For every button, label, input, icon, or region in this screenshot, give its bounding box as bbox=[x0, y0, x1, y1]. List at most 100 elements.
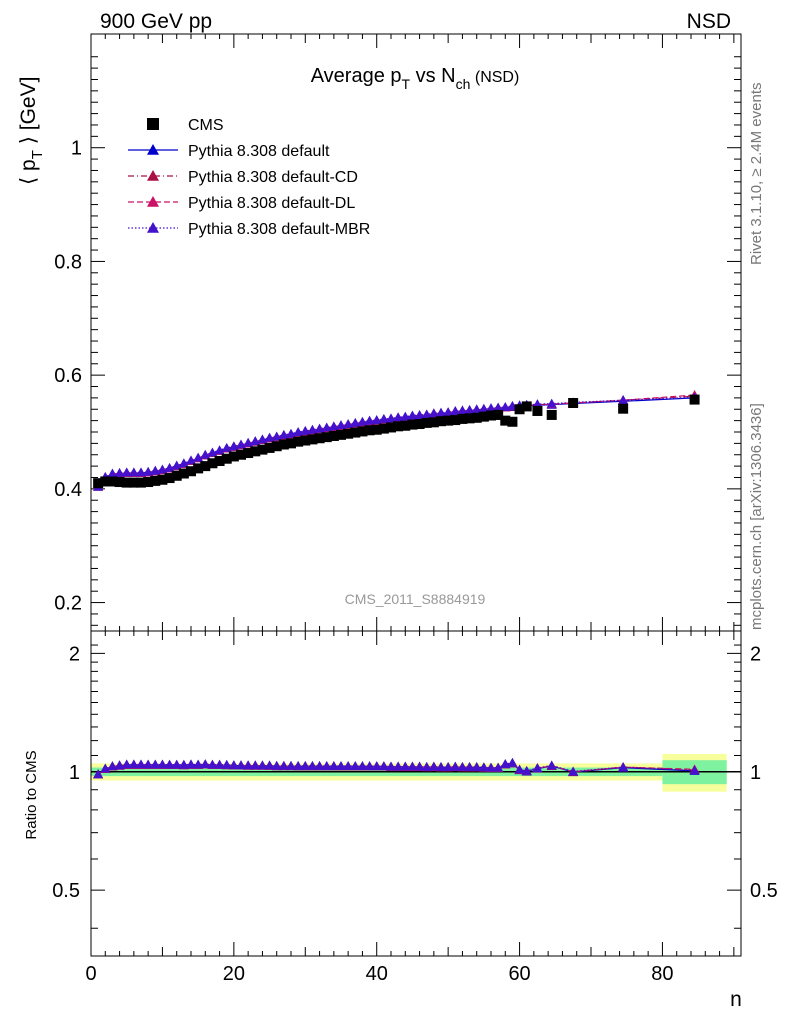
cms-data-point bbox=[278, 439, 289, 450]
ratio-marker bbox=[421, 761, 432, 771]
cms-data-point bbox=[464, 413, 475, 424]
cms-data-point bbox=[689, 394, 700, 405]
cms-data-point bbox=[178, 468, 189, 479]
ratio-marker bbox=[243, 760, 254, 770]
cms-data-point bbox=[107, 476, 118, 487]
ratio-marker bbox=[178, 759, 189, 769]
series-marker bbox=[178, 458, 189, 468]
y-tick-label: 1 bbox=[71, 138, 82, 160]
ratio-marker bbox=[200, 759, 211, 769]
series-marker bbox=[171, 460, 182, 470]
cms-data-point bbox=[450, 415, 461, 426]
ratio-marker bbox=[450, 761, 461, 771]
series-marker bbox=[364, 415, 375, 425]
ratio-marker bbox=[171, 759, 182, 769]
cms-data-point bbox=[568, 398, 579, 409]
cms-data-point bbox=[421, 417, 432, 428]
cms-data-point bbox=[228, 451, 239, 462]
series-marker bbox=[386, 413, 396, 423]
ratio-marker bbox=[150, 759, 161, 769]
ratio-marker bbox=[500, 759, 511, 769]
ratio-marker bbox=[336, 760, 346, 770]
series-marker bbox=[407, 410, 418, 420]
series-marker bbox=[378, 413, 389, 423]
cms-data-point bbox=[143, 477, 154, 488]
series-marker bbox=[128, 467, 139, 477]
series-marker bbox=[464, 404, 475, 414]
ratio-marker bbox=[271, 760, 282, 770]
y-axis-label: ⟨ pT ⟩ [GeV] bbox=[17, 77, 46, 185]
main-panel: Average pT vs Nch (NSD) ⟨ pT ⟩ [GeV] CMS… bbox=[17, 33, 742, 956]
ratio-marker bbox=[193, 759, 204, 769]
series-marker bbox=[357, 416, 368, 426]
cms-data-point bbox=[136, 477, 146, 488]
cms-data-point bbox=[343, 428, 354, 439]
ratio-marker bbox=[300, 760, 311, 770]
ratio-marker bbox=[568, 766, 579, 776]
ratio-marker bbox=[386, 761, 396, 771]
legend-marker bbox=[147, 118, 159, 130]
ratio-marker bbox=[350, 761, 361, 771]
cms-data-point bbox=[457, 413, 468, 424]
ratio-marker bbox=[214, 759, 225, 769]
ratio-marker bbox=[207, 759, 218, 769]
main-tick-labels: 0.2 0.4 0.6 0.8 1 bbox=[54, 138, 82, 615]
legend-entry: Pythia 8.308 default-DL bbox=[128, 195, 355, 212]
cms-data-point bbox=[371, 424, 382, 435]
ratio-marker bbox=[493, 762, 504, 772]
cms-data-point bbox=[214, 455, 225, 466]
cms-data-point bbox=[100, 476, 111, 487]
ratio-marker bbox=[507, 757, 518, 767]
cms-data-point bbox=[443, 415, 454, 426]
ratio-axis-ticks bbox=[91, 644, 741, 929]
legend-label: Pythia 8.308 default-CD bbox=[188, 169, 358, 186]
ratio-marker bbox=[414, 761, 425, 771]
series-marker bbox=[414, 409, 425, 419]
legend-label: Pythia 8.308 default bbox=[188, 143, 330, 160]
ratio-pythia-8-308-default-mbr bbox=[93, 757, 700, 779]
ratio-marker bbox=[143, 759, 154, 769]
legend-label: Pythia 8.308 default-MBR bbox=[188, 221, 370, 238]
cms-data-point bbox=[307, 434, 318, 445]
series-marker bbox=[457, 405, 468, 415]
cms-data-point bbox=[271, 441, 282, 452]
x-tick-label: 40 bbox=[366, 963, 388, 985]
ratio-marker bbox=[400, 761, 411, 771]
ratio-marker bbox=[257, 760, 268, 770]
cms-data-point bbox=[328, 430, 339, 441]
cms-data-point bbox=[336, 429, 346, 440]
series-marker bbox=[471, 404, 482, 414]
series-marker bbox=[207, 447, 218, 457]
series-marker bbox=[121, 467, 132, 477]
series-marker bbox=[328, 421, 339, 431]
cms-data-point bbox=[350, 427, 361, 438]
ratio-marker bbox=[478, 762, 489, 772]
cms-data-point bbox=[486, 410, 496, 421]
cms-data-point bbox=[471, 412, 482, 423]
x-axis-label: n bbox=[730, 988, 742, 1011]
series-marker bbox=[321, 422, 332, 432]
ratio-marker bbox=[314, 760, 325, 770]
series-cms bbox=[93, 394, 700, 489]
cms-data-point bbox=[128, 477, 139, 488]
cms-data-point bbox=[400, 420, 411, 431]
ratio-marker bbox=[521, 765, 532, 775]
ratio-marker bbox=[364, 761, 375, 771]
cms-data-point bbox=[114, 477, 125, 488]
cms-data-point bbox=[507, 416, 518, 427]
ratio-marker bbox=[436, 761, 446, 771]
series-marker bbox=[400, 411, 411, 421]
series-marker bbox=[150, 465, 161, 475]
cms-data-point bbox=[532, 405, 543, 416]
series-marker bbox=[493, 402, 504, 412]
cms-data-point bbox=[243, 448, 254, 459]
series-marker bbox=[136, 467, 146, 477]
ratio-frame bbox=[90, 630, 742, 957]
cms-data-point bbox=[500, 415, 511, 426]
ratio-marker bbox=[157, 759, 168, 769]
cms-data-point bbox=[150, 475, 161, 486]
analysis-watermark: CMS_2011_S8884919 bbox=[345, 591, 486, 607]
series-marker bbox=[486, 403, 496, 413]
y-tick-label: 0.8 bbox=[54, 251, 82, 273]
ratio-marker bbox=[100, 763, 111, 773]
